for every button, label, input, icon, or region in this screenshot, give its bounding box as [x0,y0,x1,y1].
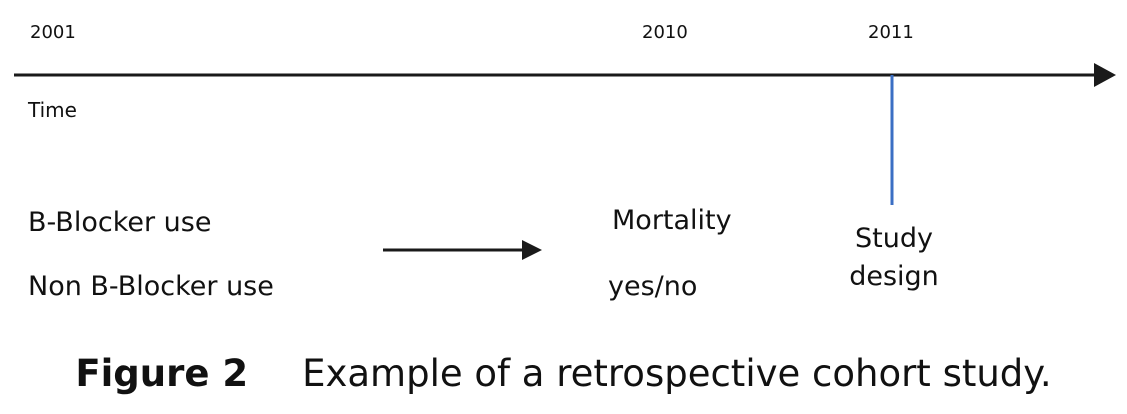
outcome-values: yes/no [608,271,698,302]
study-design-label: Study design [836,220,952,296]
outcome-label: Mortality [612,205,732,236]
figure-caption: Figure 2 Example of a retrospective cohor… [0,352,1127,395]
figure-caption-text: Example of a retrospective cohort study. [302,352,1052,395]
study-design-label-line-1: Study [855,223,933,254]
exposure-group-non-b-blocker: Non B-Blocker use [28,271,274,302]
time-axis-arrowhead [1094,63,1116,87]
year-label-2010: 2010 [642,22,688,43]
study-design-label-line-2: design [849,261,939,292]
exposure-group-b-blocker: B-Blocker use [28,207,212,238]
year-label-2011: 2011 [868,22,914,43]
year-label-2001: 2001 [30,22,76,43]
time-axis-label: Time [28,98,77,122]
figure-caption-label: Figure 2 [75,352,249,395]
exposure-outcome-arrowhead [522,240,542,260]
